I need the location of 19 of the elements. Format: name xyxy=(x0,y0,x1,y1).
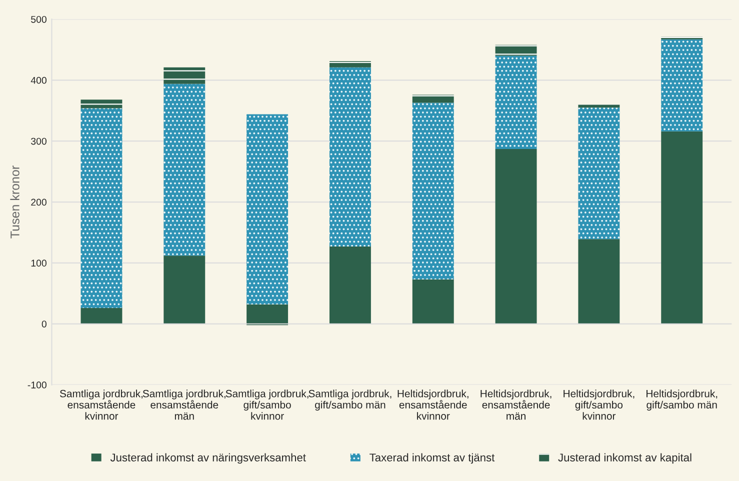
legend-label: Justerad inkomst av kapital xyxy=(558,453,692,464)
y-tick-label: 500 xyxy=(31,16,46,23)
y-tick-label: 300 xyxy=(31,138,46,145)
x-tick-label: Heltidsjordbruk, gift/sambo kvinnor xyxy=(564,390,634,420)
y-axis-title: Tusen kronor xyxy=(10,166,20,238)
x-tick-label: Samtliga jordbruk, gift/sambo kvinnor xyxy=(226,390,308,420)
x-tick-label: Samtliga jordbruk, gift/sambo män xyxy=(308,390,392,411)
y-tick-label: 100 xyxy=(31,260,46,267)
x-tick-label: Samtliga jordbruk, ensamstående kvinnor xyxy=(60,390,143,420)
x-tick-label: Heltidsjordbruk, ensamstående kvinnor xyxy=(398,390,468,420)
x-tick-label: Samtliga jordbruk, ensamstående män xyxy=(142,390,226,420)
legend-label: Taxerad inkomst av tjänst xyxy=(370,453,495,464)
y-tick-label: 200 xyxy=(31,198,46,206)
legend-label: Justerad inkomst av näringsverksamhet xyxy=(110,453,306,464)
x-tick-label: Heltidsjordbruk, ensamstående män xyxy=(480,390,552,420)
y-tick-label: 0 xyxy=(42,320,46,328)
y-tick-label: -100 xyxy=(28,382,46,388)
x-tick-label: Heltidsjordbruk, gift/sambo män xyxy=(646,390,718,411)
y-tick-label: 400 xyxy=(30,76,46,84)
